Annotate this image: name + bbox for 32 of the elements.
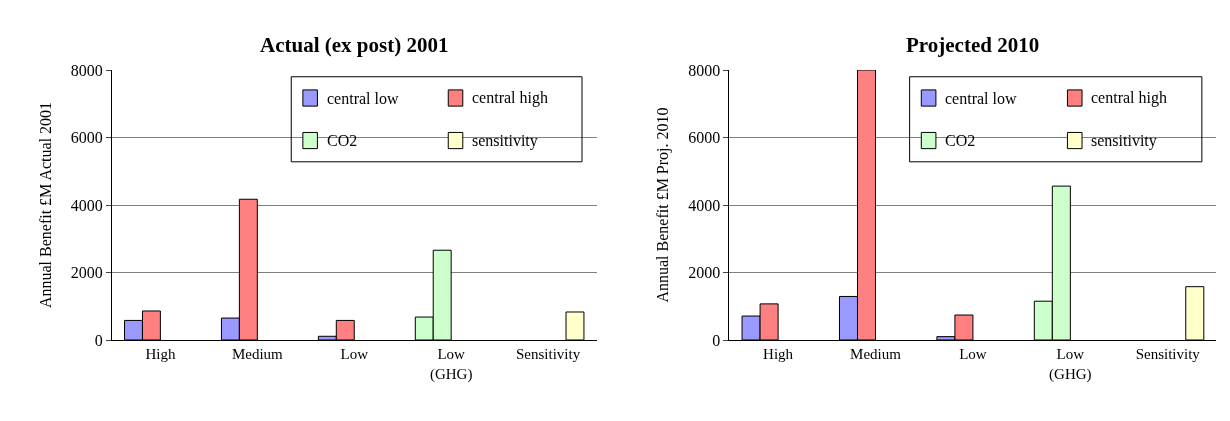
y-tick-label: 0 — [94, 331, 103, 349]
x-tick-label: High — [763, 346, 794, 362]
x-tick-label: Low (GHG) — [1049, 346, 1092, 383]
x-tick-label: Low (GHG) — [429, 346, 473, 383]
x-tick-label: Medium — [850, 346, 902, 362]
legend-label: central high — [1091, 89, 1167, 107]
legend-label: central low — [945, 90, 1017, 107]
legend-label: CO2 — [945, 132, 976, 149]
chart-title: Projected 2010 — [906, 33, 1040, 57]
y-tick-label: 4000 — [688, 196, 721, 214]
y-tick-label: 8000 — [70, 61, 103, 79]
chart-title: Actual (ex post) 2001 — [260, 33, 449, 57]
legend-label: sensitivity — [472, 132, 538, 150]
y-tick-label: 8000 — [688, 61, 721, 79]
y-tick-label: 2000 — [688, 264, 721, 282]
x-tick-label: Medium — [231, 346, 284, 362]
y-tick-label: 4000 — [70, 196, 103, 214]
x-tick-label: Sensitivity — [516, 346, 581, 362]
legend-label: central high — [472, 89, 548, 107]
x-tick-label: High — [145, 346, 176, 362]
legend-label: sensitivity — [1091, 132, 1157, 150]
y-tick-label: 2000 — [70, 264, 103, 282]
y-axis-title: Annual Benefit £M Actual 2001 — [36, 101, 54, 309]
y-axis-title: Annual Benefit £M Proj. 2010 — [654, 107, 673, 303]
x-tick-label: Low — [959, 346, 987, 362]
legend-label: CO2 — [327, 132, 358, 149]
y-tick-label: 6000 — [688, 129, 721, 147]
x-tick-label: Low — [340, 346, 369, 362]
legend-label: central low — [327, 90, 399, 107]
y-tick-label: 0 — [712, 331, 721, 349]
x-tick-label: Sensitivity — [1135, 346, 1201, 362]
y-tick-label: 6000 — [70, 129, 103, 147]
